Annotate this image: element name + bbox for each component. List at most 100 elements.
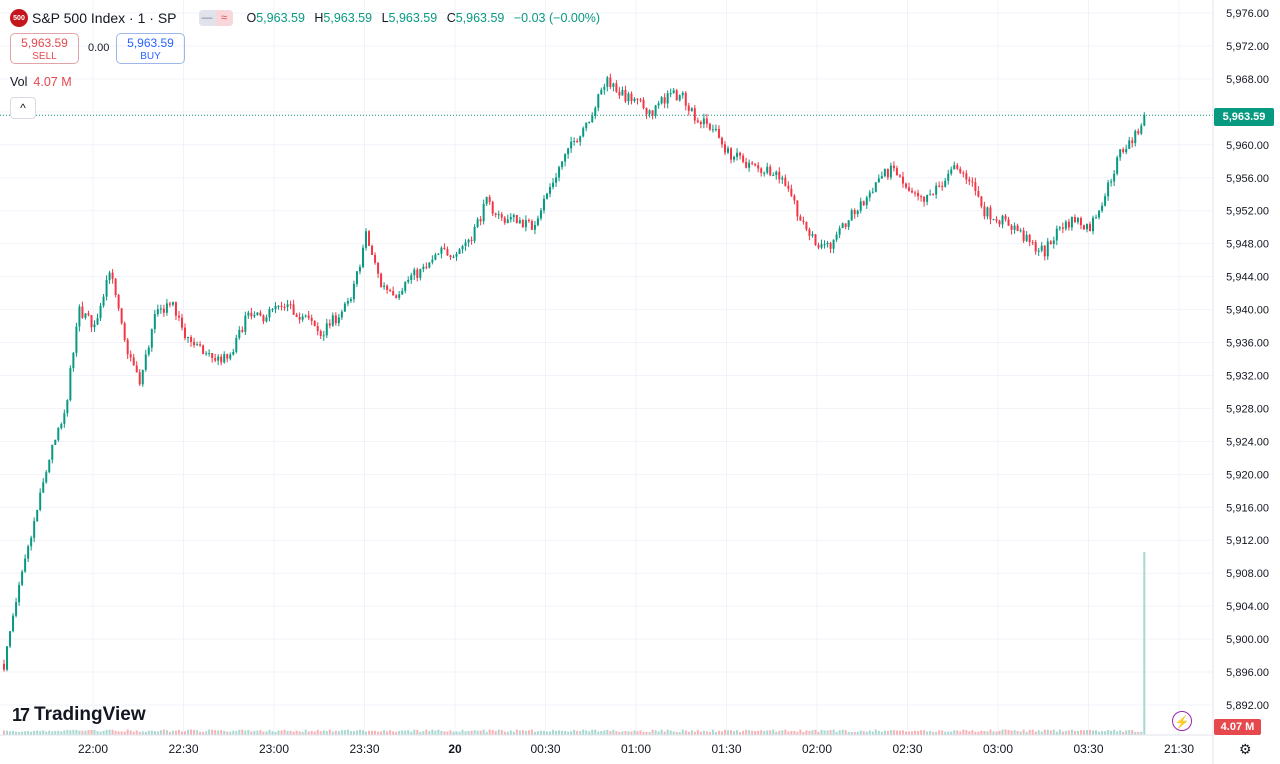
candle-body: [51, 444, 54, 460]
candle-body: [944, 180, 947, 187]
volume-bar: [835, 731, 838, 735]
candle-body: [24, 558, 27, 572]
candle-body: [289, 304, 292, 306]
volume-bar: [745, 729, 748, 735]
candle-body: [533, 224, 536, 230]
y-tick-label: 5,960.00: [1226, 140, 1269, 152]
candle-body: [156, 309, 159, 315]
candle-body: [307, 315, 310, 318]
legend-toggle-pill[interactable]: — ≈: [198, 10, 233, 26]
candle-body: [410, 275, 413, 281]
candle-body: [886, 169, 889, 178]
volume-bar: [730, 730, 733, 735]
volume-bar: [1058, 729, 1061, 735]
volume-bar: [769, 730, 772, 735]
volume-bar: [292, 731, 295, 735]
minus-icon[interactable]: —: [198, 10, 216, 26]
candle-body: [1131, 140, 1134, 144]
volume-bar: [235, 731, 238, 735]
candle-body: [660, 97, 663, 104]
candle-body: [1125, 148, 1128, 153]
candle-body: [536, 218, 539, 225]
lightning-icon[interactable]: ⚡: [1172, 711, 1192, 731]
volume-bar: [361, 730, 364, 735]
candle-body: [1113, 173, 1116, 182]
volume-bar: [564, 730, 567, 735]
candle-body: [1092, 217, 1095, 232]
volume-bar: [733, 731, 736, 735]
volume-bar: [1082, 730, 1085, 735]
candle-body: [594, 107, 597, 117]
volume-bar: [217, 730, 220, 735]
volume-bar: [500, 730, 503, 735]
candle-body: [1028, 234, 1031, 243]
volume-bar: [911, 731, 914, 735]
volume-bar: [935, 731, 938, 735]
symbol-title[interactable]: S&P 500 Index · 1 · SP: [32, 10, 177, 26]
buy-button[interactable]: 5,963.59 BUY: [116, 33, 185, 64]
volume-bar: [331, 731, 334, 735]
candle-body: [636, 98, 639, 100]
volume-bar: [503, 731, 506, 735]
candle-body: [542, 198, 545, 211]
volume-bar: [238, 729, 241, 735]
volume-bar: [989, 729, 992, 735]
candle-body: [174, 302, 177, 316]
volume-bar: [817, 731, 820, 735]
open-label: O: [246, 11, 257, 25]
sell-button[interactable]: 5,963.59 SELL: [10, 33, 79, 64]
volume-bar: [244, 730, 247, 735]
volume-bar: [132, 731, 135, 735]
volume-bar: [78, 730, 81, 735]
volume-bar: [196, 730, 199, 735]
candle-body: [1058, 227, 1061, 229]
volume-bar: [654, 730, 657, 735]
volume-bar: [962, 729, 965, 735]
volume-bar: [60, 731, 63, 735]
candle-body: [238, 329, 241, 338]
spread-value: 0.00: [88, 42, 110, 54]
volume-bar: [549, 731, 552, 735]
y-tick-label: 5,924.00: [1226, 436, 1269, 448]
volume-bar: [241, 729, 244, 735]
volume-bar: [603, 730, 606, 735]
candle-body: [165, 303, 168, 313]
candle-body: [835, 234, 838, 240]
volume-bar: [413, 729, 416, 735]
volume-bar: [696, 729, 699, 735]
wave-icon[interactable]: ≈: [215, 10, 233, 26]
candle-body: [968, 179, 971, 182]
candle-body: [929, 194, 932, 196]
tradingview-logo[interactable]: 17 TradingView: [12, 704, 146, 726]
candle-body: [1022, 230, 1025, 241]
volume-bar: [316, 729, 319, 735]
candle-body: [600, 89, 603, 95]
candle-body: [108, 272, 111, 280]
collapse-legend-button[interactable]: ^: [10, 97, 36, 119]
candle-body: [736, 152, 739, 157]
candle-body: [377, 262, 380, 274]
candle-body: [817, 245, 820, 248]
volume-bar: [449, 730, 452, 735]
volume-bar: [479, 730, 482, 735]
y-tick-label: 5,968.00: [1226, 74, 1269, 86]
candle-body: [977, 190, 980, 197]
volume-bar: [793, 730, 796, 735]
volume-bar: [853, 731, 856, 735]
gear-icon[interactable]: ⚙: [1239, 741, 1252, 757]
candle-body: [458, 249, 461, 255]
candle-body: [859, 201, 862, 211]
volume-bar: [9, 731, 12, 735]
volume-bar: [965, 730, 968, 735]
volume-bar: [190, 729, 193, 735]
volume-bar: [398, 731, 401, 735]
volume-bar: [1067, 730, 1070, 735]
volume-bar: [482, 729, 485, 735]
candle-body: [334, 315, 337, 324]
candle-body: [138, 372, 141, 385]
volume-bar: [742, 730, 745, 735]
candle-body: [168, 303, 171, 305]
volume-bar: [723, 729, 726, 735]
candle-body: [838, 228, 841, 235]
